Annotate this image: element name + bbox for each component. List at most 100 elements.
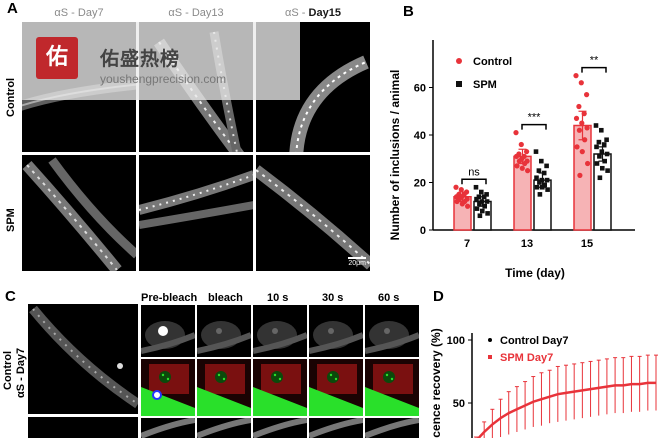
frap-frame-bleach-row1 — [197, 305, 251, 357]
data-point-spm — [593, 123, 599, 128]
data-point-spm — [599, 127, 604, 133]
panel-d-label: D — [433, 288, 444, 305]
scale-bar-label: 20μm — [348, 260, 366, 267]
data-point-spm — [480, 208, 485, 214]
legend-label-spm-day7: SPM Day7 — [500, 352, 553, 364]
data-point-control — [458, 187, 464, 193]
data-point-spm — [604, 151, 610, 157]
data-point-spm — [540, 184, 545, 190]
data-point-control — [454, 198, 460, 205]
data-point-control — [513, 130, 519, 136]
data-point-spm — [481, 194, 487, 200]
panel-b-label: B — [403, 3, 414, 20]
data-point-spm — [485, 211, 490, 216]
frap-overview-image — [28, 304, 138, 414]
frap-frame-60s-row1 — [365, 305, 419, 357]
data-point-spm — [484, 192, 489, 197]
row-label-control: Control — [5, 77, 17, 117]
x-tick-label: 13 — [521, 238, 533, 250]
data-point-spm — [541, 170, 547, 176]
data-point-spm — [474, 206, 480, 211]
data-point-spm — [594, 144, 599, 150]
col-day: Day15 — [308, 7, 341, 19]
col-day: Day7 — [77, 7, 104, 19]
data-point-control — [574, 144, 580, 150]
data-point-spm — [544, 163, 549, 169]
data-point-spm — [539, 177, 545, 183]
data-point-control — [525, 168, 531, 174]
data-point-control — [584, 125, 590, 131]
data-point-spm — [596, 139, 602, 145]
data-point-spm — [479, 199, 485, 204]
col-prefix: αS - — [168, 7, 192, 19]
x-tick-label: 15 — [581, 238, 593, 250]
row-label-c-day7: αS - Day7 — [15, 347, 27, 398]
y-tick-label: 40 — [414, 130, 426, 142]
watermark-name: 佑盛热榜 — [100, 49, 181, 70]
frap-frame-30s-row2 — [309, 359, 363, 416]
frap-frame-pre-bleach-row3 — [141, 418, 195, 438]
bar-control — [573, 124, 592, 231]
row-label-c-control: Control — [2, 350, 14, 390]
legend-marker-spm-day7 — [488, 355, 492, 359]
row-label-spm: SPM — [5, 208, 17, 232]
data-point-spm — [601, 142, 607, 147]
col-prefix: αS - — [285, 7, 309, 19]
x-axis-label: Time (day) — [505, 266, 565, 280]
data-point-control — [582, 137, 588, 143]
frame-label-prebleach: Pre-bleach — [141, 292, 198, 304]
data-point-spm — [534, 184, 540, 190]
series-line-spm — [476, 381, 656, 438]
data-point-spm — [473, 184, 479, 190]
data-point-spm — [474, 196, 479, 202]
data-point-spm — [533, 149, 539, 154]
y-tick-label: 0 — [420, 225, 426, 237]
frap-frame-bleach-row3 — [197, 418, 251, 438]
data-point-spm — [597, 175, 603, 181]
legend-marker-control — [456, 58, 462, 64]
legend-marker-spm — [456, 81, 462, 87]
panel-a-label: A — [7, 0, 18, 17]
frame-label-10s: 10 s — [267, 292, 289, 304]
frap-frame-pre-bleach-row1 — [141, 305, 195, 357]
data-point-spm — [597, 154, 602, 159]
data-point-spm — [479, 189, 484, 195]
y-tick-label: 60 — [414, 83, 426, 95]
col-title-day7: αS - Day7 — [22, 7, 136, 19]
data-point-control — [516, 158, 522, 164]
data-point-spm — [545, 187, 550, 192]
data-point-control — [453, 184, 459, 190]
scale-bar — [348, 257, 366, 259]
data-point-control — [578, 80, 584, 86]
frap-frame-10s-row1 — [253, 305, 307, 357]
frap-overview-image-2 — [28, 417, 138, 438]
x-tick-label: 7 — [464, 238, 470, 250]
data-point-spm — [477, 213, 483, 219]
legend-marker-control-day7 — [488, 338, 492, 342]
frap-frame-10s-row2 — [253, 359, 307, 416]
data-point-spm — [542, 182, 547, 188]
data-point-control — [584, 92, 590, 98]
significance-label: ns — [468, 166, 480, 178]
data-point-spm — [484, 199, 490, 204]
watermark-logo: 佑 — [36, 37, 78, 79]
data-point-spm — [602, 158, 607, 164]
data-point-spm — [544, 177, 550, 183]
data-point-control — [579, 149, 585, 155]
frame-label-30s: 30 s — [322, 292, 344, 304]
data-point-spm — [536, 168, 542, 173]
data-point-control — [514, 163, 520, 169]
data-point-control — [576, 103, 582, 110]
inclusions-chart: 0 20 40 60 Number of inclusions / animal Time… — [388, 40, 635, 280]
frap-frame-pre-bleach-row2 — [141, 359, 195, 416]
legend-label-spm: SPM — [473, 79, 497, 91]
y-axis-label: cence recovery (%) — [429, 328, 443, 437]
y-tick-label: 20 — [414, 178, 426, 190]
data-point-control — [518, 141, 524, 148]
significance-bracket — [581, 66, 607, 73]
data-point-spm — [537, 192, 543, 197]
y-tick-label: 50 — [453, 398, 465, 410]
data-point-control — [459, 201, 465, 207]
data-point-spm — [604, 137, 609, 143]
legend-label-control: Control — [473, 56, 512, 68]
